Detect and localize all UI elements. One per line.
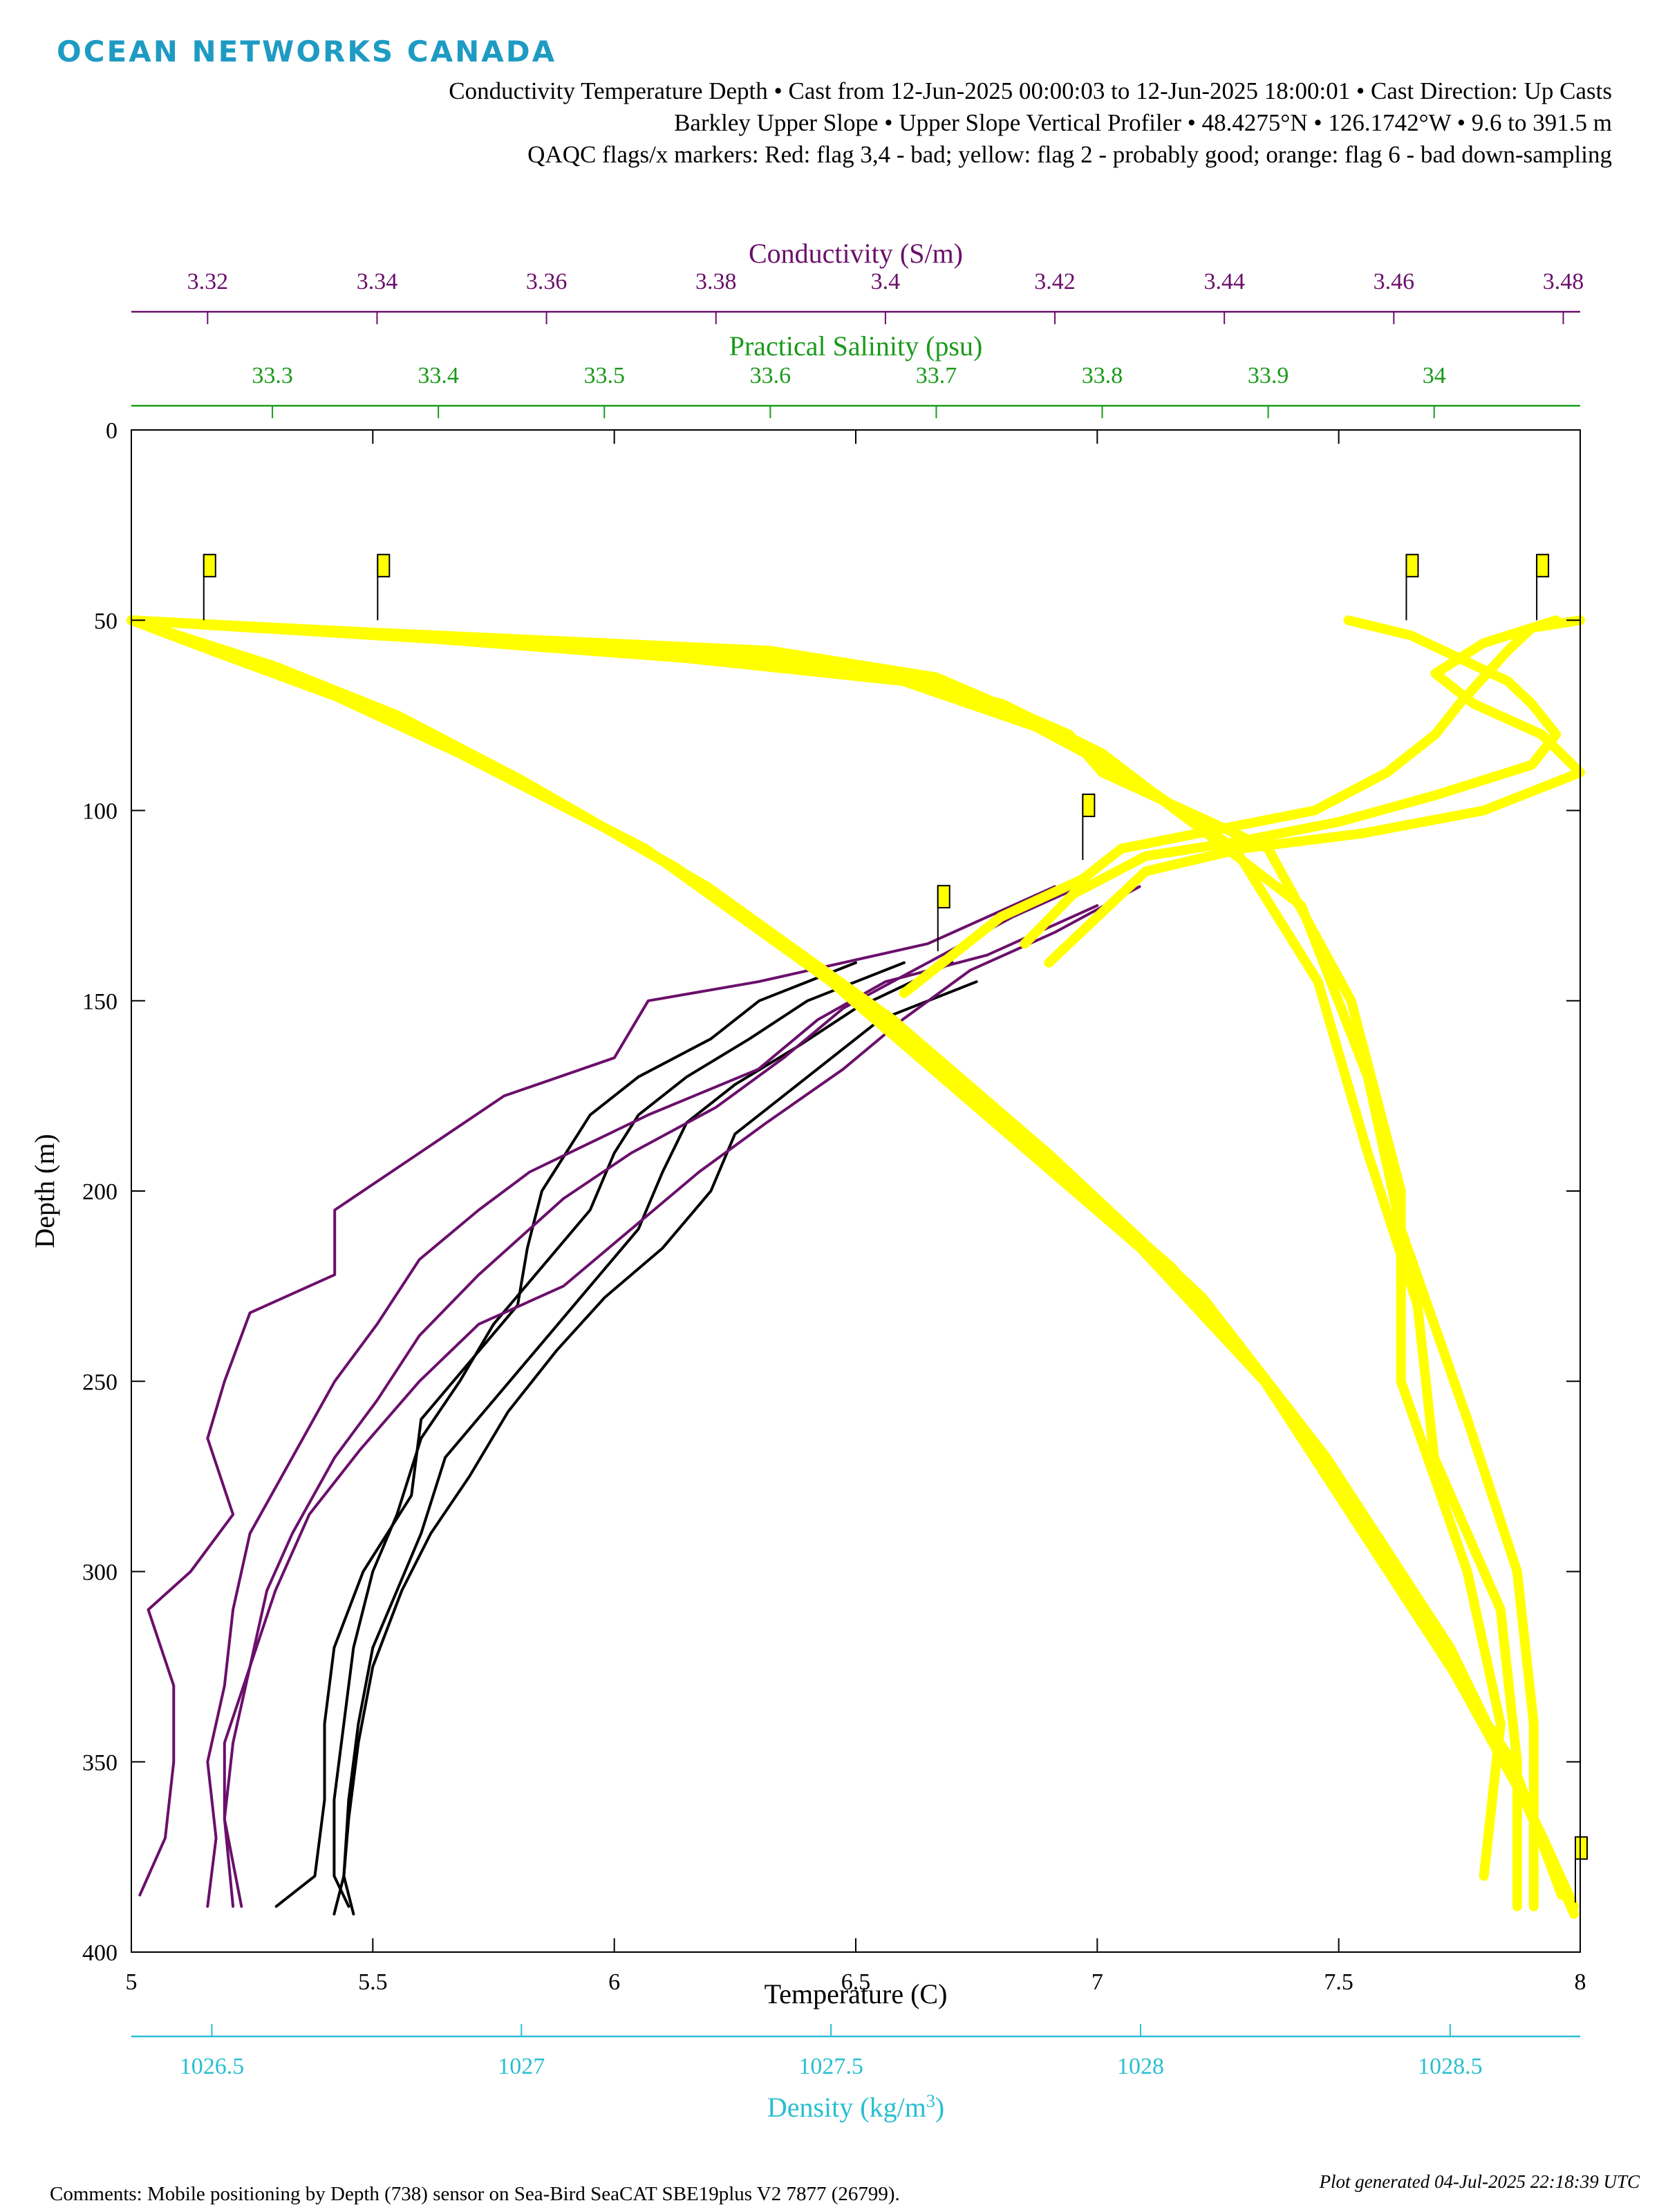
onc-logo: OCEAN NETWORKS CANADA — [57, 35, 557, 68]
temperature-tick-label: 7 — [1091, 1969, 1103, 1995]
conductivity-tick-label: 3.44 — [1203, 269, 1245, 294]
conductivity-profile-line — [138, 885, 1056, 1897]
conductivity-tick-label: 3.48 — [1543, 269, 1584, 294]
density-axis-label: Density (kg/m3) — [767, 2091, 944, 2124]
depth-tick-label: 300 — [82, 1560, 118, 1586]
salinity-tick-label: 33.3 — [252, 363, 293, 388]
depth-tick-label: 100 — [82, 799, 118, 825]
salinity-tick-label: 33.8 — [1082, 363, 1123, 388]
temperature-tick-label: 7.5 — [1324, 1969, 1353, 1995]
conductivity-tick-label: 3.36 — [526, 269, 568, 294]
generated-timestamp: Plot generated 04-Jul-2025 22:18:39 UTC — [1319, 2171, 1640, 2192]
depth-tick-label: 250 — [82, 1369, 118, 1395]
conductivity-tick-label: 3.34 — [357, 269, 398, 294]
conductivity-tick-label: 3.32 — [187, 269, 229, 294]
qaqc-flag-marker — [203, 554, 216, 578]
salinity-tick-label: 33.9 — [1248, 363, 1289, 388]
temperature-tick-label: 5.5 — [358, 1969, 388, 1995]
plot-frame — [131, 429, 1581, 1953]
comments-text: Comments: Mobile positioning by Depth (7… — [50, 2183, 900, 2205]
temperature-profile-line — [332, 961, 906, 1908]
title-line-1: Conductivity Temperature Depth • Cast fr… — [449, 77, 1612, 104]
salinity-axis-label: Practical Salinity (psu) — [729, 330, 983, 362]
conductivity-tick-label: 3.42 — [1034, 269, 1076, 294]
salinity-tick-label: 33.7 — [916, 363, 957, 388]
depth-tick-label: 50 — [94, 608, 118, 634]
depth-tick-label: 150 — [82, 989, 118, 1015]
temperature-profile-line — [332, 980, 978, 1915]
density-label-main: Density (kg/m — [767, 2092, 926, 2123]
conductivity-profile-line — [206, 904, 1099, 1908]
axes-layer: 0 50 100 150 200 250 300 350 400 5 5.5 6 6.5 7 7.5 8 3.3… — [82, 269, 1586, 2079]
qaqc-flag-marker — [937, 885, 950, 909]
temperature-profile-line — [1044, 615, 1585, 968]
qaqc-flag-marker — [1405, 554, 1419, 578]
title-line-2: Barkley Upper Slope • Upper Slope Vertic… — [674, 109, 1612, 136]
density-label-end: ) — [935, 2092, 944, 2123]
density-tick-label: 1028.5 — [1418, 2054, 1483, 2079]
density-profile-line — [126, 615, 1579, 1911]
salinity-tick-label: 34 — [1423, 363, 1446, 388]
density-label-sup: 3 — [926, 2091, 935, 2111]
temperature-tick-label: 5 — [126, 1969, 138, 1995]
title-line-3: QAQC flags/x markers: Red: flag 3,4 - ba… — [527, 141, 1612, 168]
qaqc-flag-marker — [377, 554, 391, 578]
conductivity-tick-label: 3.4 — [871, 269, 901, 294]
conductivity-profile-line — [223, 866, 1125, 1908]
salinity-profile-line — [126, 615, 1506, 1881]
conductivity-axis-label: Conductivity (S/m) — [749, 238, 963, 269]
density-tick-label: 1027 — [498, 2054, 545, 2079]
temperature-tick-label: 6.5 — [841, 1969, 871, 1995]
density-tick-label: 1027.5 — [798, 2054, 863, 2079]
salinity-tick-label: 33.5 — [584, 363, 626, 388]
depth-tick-label: 200 — [82, 1179, 118, 1205]
temperature-profile-line — [274, 961, 857, 1908]
temperature-profile-line — [342, 961, 954, 1915]
qaqc-flag-marker — [1575, 1836, 1588, 1860]
flag-layer — [203, 554, 1588, 1903]
depth-axis-label: Depth (m) — [29, 1134, 60, 1248]
qaqc-flag-marker — [1082, 794, 1096, 818]
salinity-tick-label: 33.4 — [418, 363, 459, 388]
depth-tick-label: 400 — [82, 1940, 118, 1966]
conductivity-profile-line — [223, 885, 1141, 1908]
temperature-profile-line — [899, 615, 1585, 998]
temperature-axis-label: Temperature (C) — [765, 1978, 948, 2009]
series-layer — [126, 615, 1585, 1919]
temperature-tick-label: 6 — [608, 1969, 620, 1995]
density-tick-label: 1028 — [1117, 2054, 1164, 2079]
salinity-tick-label: 33.6 — [750, 363, 791, 388]
conductivity-tick-label: 3.46 — [1374, 269, 1415, 294]
density-tick-label: 1026.5 — [180, 2054, 245, 2079]
salinity-profile-line — [126, 615, 1539, 1911]
conductivity-tick-label: 3.38 — [695, 269, 737, 294]
depth-tick-label: 0 — [106, 418, 118, 444]
qaqc-flag-marker — [1536, 554, 1550, 578]
depth-tick-label: 350 — [82, 1750, 118, 1776]
temperature-tick-label: 8 — [1575, 1969, 1586, 1995]
